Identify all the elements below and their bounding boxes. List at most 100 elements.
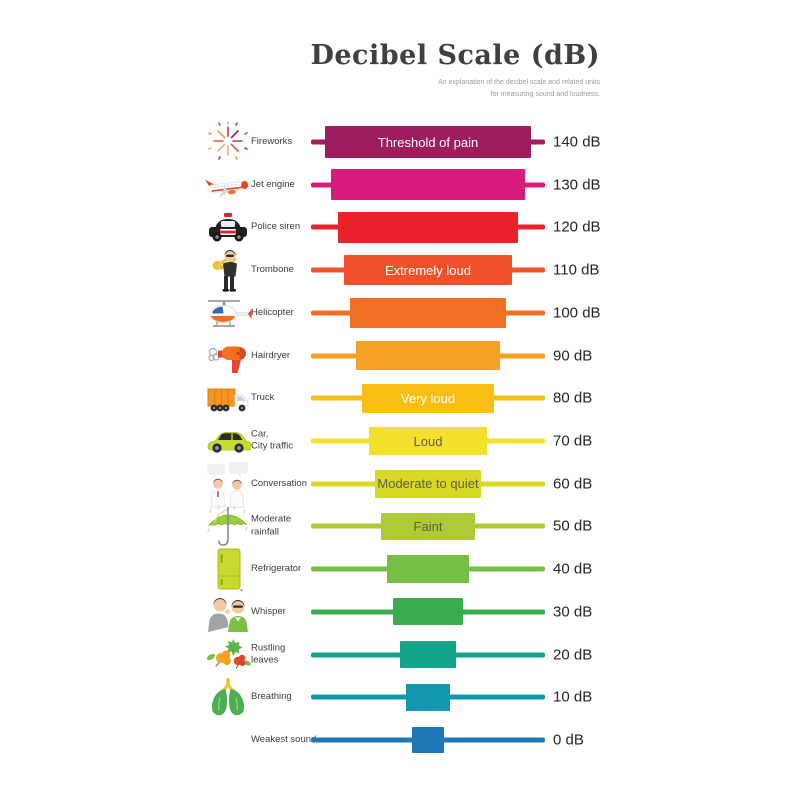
db-value: 100 dB (553, 304, 601, 322)
car-icon (202, 428, 254, 454)
db-value: 60 dB (553, 475, 593, 493)
db-bar (356, 340, 500, 371)
row-label: Car, City traffic (251, 428, 294, 453)
db-value: 30 dB (553, 603, 593, 621)
row-label: Jet engine (251, 178, 295, 190)
row-label: Refrigerator (251, 563, 302, 575)
db-bar (393, 598, 463, 626)
db-value: 10 dB (553, 688, 593, 706)
truck-icon (202, 381, 254, 415)
subtitle: An explanation of the decibel scale and … (310, 77, 600, 101)
bar-annotation: Very loud (400, 390, 456, 406)
row-fireworks: Fireworks Threshold of pain 140 dB (0, 121, 800, 164)
row-label: Rustling leaves (251, 642, 286, 666)
bar-annotation: Faint (413, 518, 443, 534)
leaves-icon (202, 635, 254, 675)
db-value: 50 dB (553, 517, 593, 535)
header: Decibel Scale (dB) An explanation of the… (310, 40, 600, 101)
row-truck: Truck Very loud 80 dB (0, 377, 800, 420)
db-value: 70 dB (553, 432, 593, 450)
db-value: 0 dB (553, 731, 584, 749)
db-track (311, 209, 545, 245)
db-value: 90 dB (553, 347, 593, 365)
db-bar (350, 298, 506, 328)
police-car-icon (202, 209, 254, 245)
db-track (311, 594, 545, 630)
db-track (311, 637, 545, 673)
row-trombone: Trombone Extremely loud 110 dB (0, 249, 800, 292)
db-track (311, 551, 545, 587)
lungs-icon (202, 676, 254, 718)
fireworks-icon (202, 120, 254, 164)
helicopter-icon (202, 296, 254, 330)
db-bar: Faint (381, 512, 475, 541)
db-bar (331, 169, 525, 201)
row-conversation: Conversation Moderate to quiet 60 dB (0, 460, 800, 508)
row-refrigerator: Refrigerator 40 dB (0, 546, 800, 592)
db-track: Moderate to quiet (311, 466, 545, 502)
db-value: 140 dB (553, 133, 601, 151)
db-bar (399, 641, 457, 668)
row-hairdryer: Hairdryer 90 dB (0, 334, 800, 377)
row-label: Moderate rainfall (251, 514, 292, 538)
db-value: 20 dB (553, 646, 593, 664)
bar-annotation: Extremely loud (385, 262, 471, 278)
db-track (311, 722, 545, 758)
db-track (311, 338, 545, 374)
hairdryer-icon (202, 336, 254, 376)
bar-annotation: Moderate to quiet (377, 476, 479, 492)
row-police-siren: Police siren 120 dB (0, 206, 800, 249)
whisper-icon (202, 592, 254, 632)
row-label: Conversation (251, 477, 307, 489)
db-track: Very loud (311, 380, 545, 416)
row-car-city-traffic: Car, City traffic Loud 70 dB (0, 420, 800, 463)
refrigerator-icon (202, 546, 254, 592)
row-rustling-leaves: Rustling leaves 20 dB (0, 633, 800, 676)
db-value: 120 dB (553, 218, 601, 236)
db-bar: Threshold of pain (325, 126, 531, 158)
row-moderate-rainfall: Moderate rainfall Faint 50 dB (0, 505, 800, 548)
trombone-player-icon (202, 246, 254, 294)
row-label: Trombone (251, 263, 294, 275)
db-value: 130 dB (553, 176, 601, 194)
db-value: 110 dB (553, 261, 600, 279)
conversation-icon (202, 460, 254, 508)
db-track: Extremely loud (311, 252, 545, 288)
page-title: Decibel Scale (dB) (310, 40, 600, 71)
row-whisper: Whisper 30 dB (0, 590, 800, 633)
row-breathing: Breathing 10 dB (0, 676, 800, 719)
row-label: Whisper (251, 605, 286, 617)
row-label: Hairdryer (251, 349, 291, 361)
row-helicopter: Helicopter 100 dB (0, 291, 800, 334)
subtitle-line-1: An explanation of the decibel scale and … (438, 79, 600, 86)
db-bar (405, 684, 451, 711)
row-jet-engine: Jet engine 130 dB (0, 163, 800, 206)
db-track (311, 295, 545, 331)
db-track: Threshold of pain (311, 124, 545, 160)
db-bar: Extremely loud (343, 255, 513, 286)
db-track (311, 167, 545, 203)
bar-annotation: Threshold of pain (377, 134, 479, 150)
db-bar: Moderate to quiet (374, 469, 482, 498)
row-label: Truck (251, 392, 275, 404)
jet-engine-icon (202, 170, 254, 200)
row-label: Police siren (251, 221, 301, 233)
row-label: Helicopter (251, 306, 294, 318)
bar-annotation: Loud (413, 433, 443, 449)
db-value: 80 dB (553, 389, 593, 407)
db-track (311, 679, 545, 715)
db-bar: Very loud (362, 383, 494, 413)
db-track: Loud (311, 423, 545, 459)
row-label: Fireworks (251, 135, 293, 147)
db-bar (387, 555, 469, 583)
db-value: 40 dB (553, 560, 593, 578)
db-bar (412, 727, 444, 754)
db-bar (337, 212, 519, 243)
db-track: Faint (311, 508, 545, 544)
umbrella-rain-icon (202, 503, 254, 549)
row-label: Breathing (251, 691, 292, 703)
db-bar: Loud (368, 426, 488, 456)
subtitle-line-2: for measuring sound and loudness. (490, 90, 600, 98)
row-weakest-sound: Weakest sound 0 dB (0, 719, 800, 762)
